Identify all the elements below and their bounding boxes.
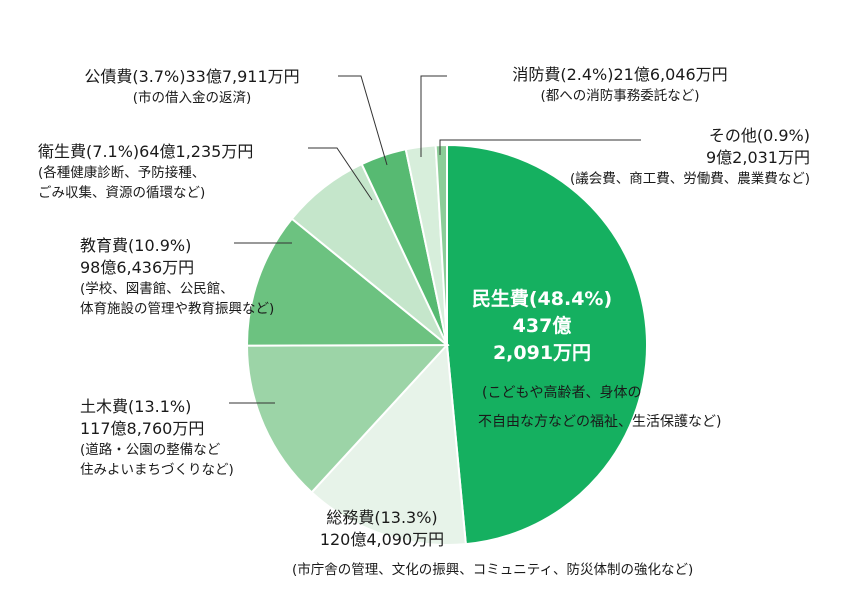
pie-slice [434,143,448,346]
label-name: その他 [708,126,757,145]
label-amount: 117億8,760万円 [80,419,205,438]
label-amount: 64億1,235万円 [139,142,254,161]
note-line: 体育施設の管理や教育振興など) [80,301,275,317]
note-line: (議会費、商工費、労働費、農業費など) [569,171,810,187]
label-amount: 9億2,031万円 [706,148,810,167]
label-kousai: 公債費(3.7%)33億7,911万円 (市の借入金の返済) [42,66,342,108]
leader-line [439,139,641,155]
label-name: 総務費 [326,508,375,527]
label-soumu: 総務費(13.3%) 120億4,090万円 [282,507,482,551]
label-percent: (10.9%) [128,236,192,255]
label-minsei: 民生費(48.4%) 437億 2,091万円 [452,286,632,367]
label-percent: (2.4%) [560,65,614,84]
label-name: 教育費 [80,236,129,255]
label-percent: (13.1%) [128,397,192,416]
label-amount: 33億7,911万円 [185,67,300,86]
leader-line [338,75,388,166]
leader-line [308,147,373,201]
note-line: (都への消防事務委託など) [540,88,700,104]
note-minsei-1: (こどもや高齢者、身体の [482,385,642,401]
note-line: (市の借入金の返済) [132,90,252,106]
label-percent: (13.3%) [374,508,438,527]
label-name: 消防費 [512,65,561,84]
label-percent: (7.1%) [86,142,140,161]
note-line: (学校、図書館、公民館、 [80,281,234,297]
note-soumu: (市庁舎の管理、文化の振興、コミュニティ、防災体制の強化など) [292,562,694,578]
label-percent: (0.9%) [756,126,810,145]
note-line: 住みよいまちづくりなど) [80,462,234,478]
label-percent: (48.4%) [528,288,613,310]
pie-slice [310,342,467,546]
label-percent: (3.7%) [132,67,186,86]
label-name: 土木費 [80,397,129,416]
note-line: (道路・公園の整備など [80,442,221,458]
pie-slice [446,143,648,546]
note-line: (各種健康診断、予防接種、 [38,165,206,181]
label-kyouiku: 教育費(10.9%) 98億6,436万円 (学校、図書館、公民館、 体育施設の… [80,235,274,319]
label-amount-line1: 437億 [512,315,572,337]
leader-line [420,75,447,157]
label-amount: 21億6,046万円 [613,65,728,84]
label-eisei: 衛生費(7.1%)64億1,235万円 (各種健康診断、予防接種、 ごみ収集、資… [38,141,253,203]
pie-slice [245,217,450,347]
note-line: ごみ収集、資源の循環など) [38,185,206,201]
label-amount-line2: 2,091万円 [492,342,592,364]
label-amount: 98億6,436万円 [80,258,195,277]
label-doboku: 土木費(13.1%) 117億8,760万円 (道路・公園の整備など 住みよいま… [80,396,234,480]
note-minsei-2: 不自由な方などの福祉、生活保護など) [478,414,722,430]
label-shoubou: 消防費(2.4%)21億6,046万円 (都への消防事務委託など) [470,64,770,106]
label-name: 公債費 [84,67,133,86]
label-amount: 120億4,090万円 [319,530,445,549]
label-name: 衛生費 [38,142,87,161]
label-sonota: その他(0.9%) 9億2,031万円 (議会費、商工費、労働費、農業費など) [480,125,810,189]
pie-slice [245,343,450,494]
label-name: 民生費 [471,288,529,310]
